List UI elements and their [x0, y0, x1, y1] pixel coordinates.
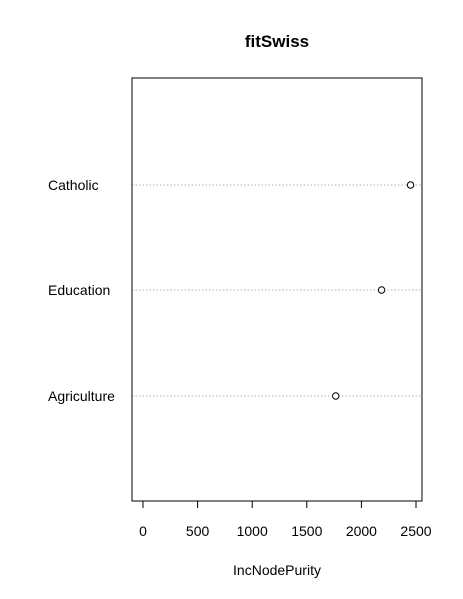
data-points	[332, 181, 415, 400]
x-axis-label: IncNodePurity	[233, 562, 321, 578]
x-tick-label-2500: 2500	[400, 523, 431, 539]
chart-title: fitSwiss	[245, 32, 309, 51]
x-tick-label-2000: 2000	[346, 523, 377, 539]
x-tick-label-1000: 1000	[237, 523, 268, 539]
data-point-education	[377, 286, 386, 294]
category-label-catholic: Catholic	[48, 177, 99, 193]
x-tick-label-500: 500	[186, 523, 210, 539]
category-labels: Catholic Education Agriculture	[48, 177, 115, 404]
category-label-agriculture: Agriculture	[48, 388, 115, 404]
x-tick-label-1500: 1500	[291, 523, 322, 539]
x-tick-label-0: 0	[139, 523, 147, 539]
data-point-catholic	[406, 181, 415, 189]
category-label-education: Education	[48, 282, 110, 298]
grid-lines	[132, 184, 422, 397]
data-point-agriculture	[332, 392, 340, 400]
x-axis: 0 500 1000 1500 2000 2500	[139, 500, 432, 539]
